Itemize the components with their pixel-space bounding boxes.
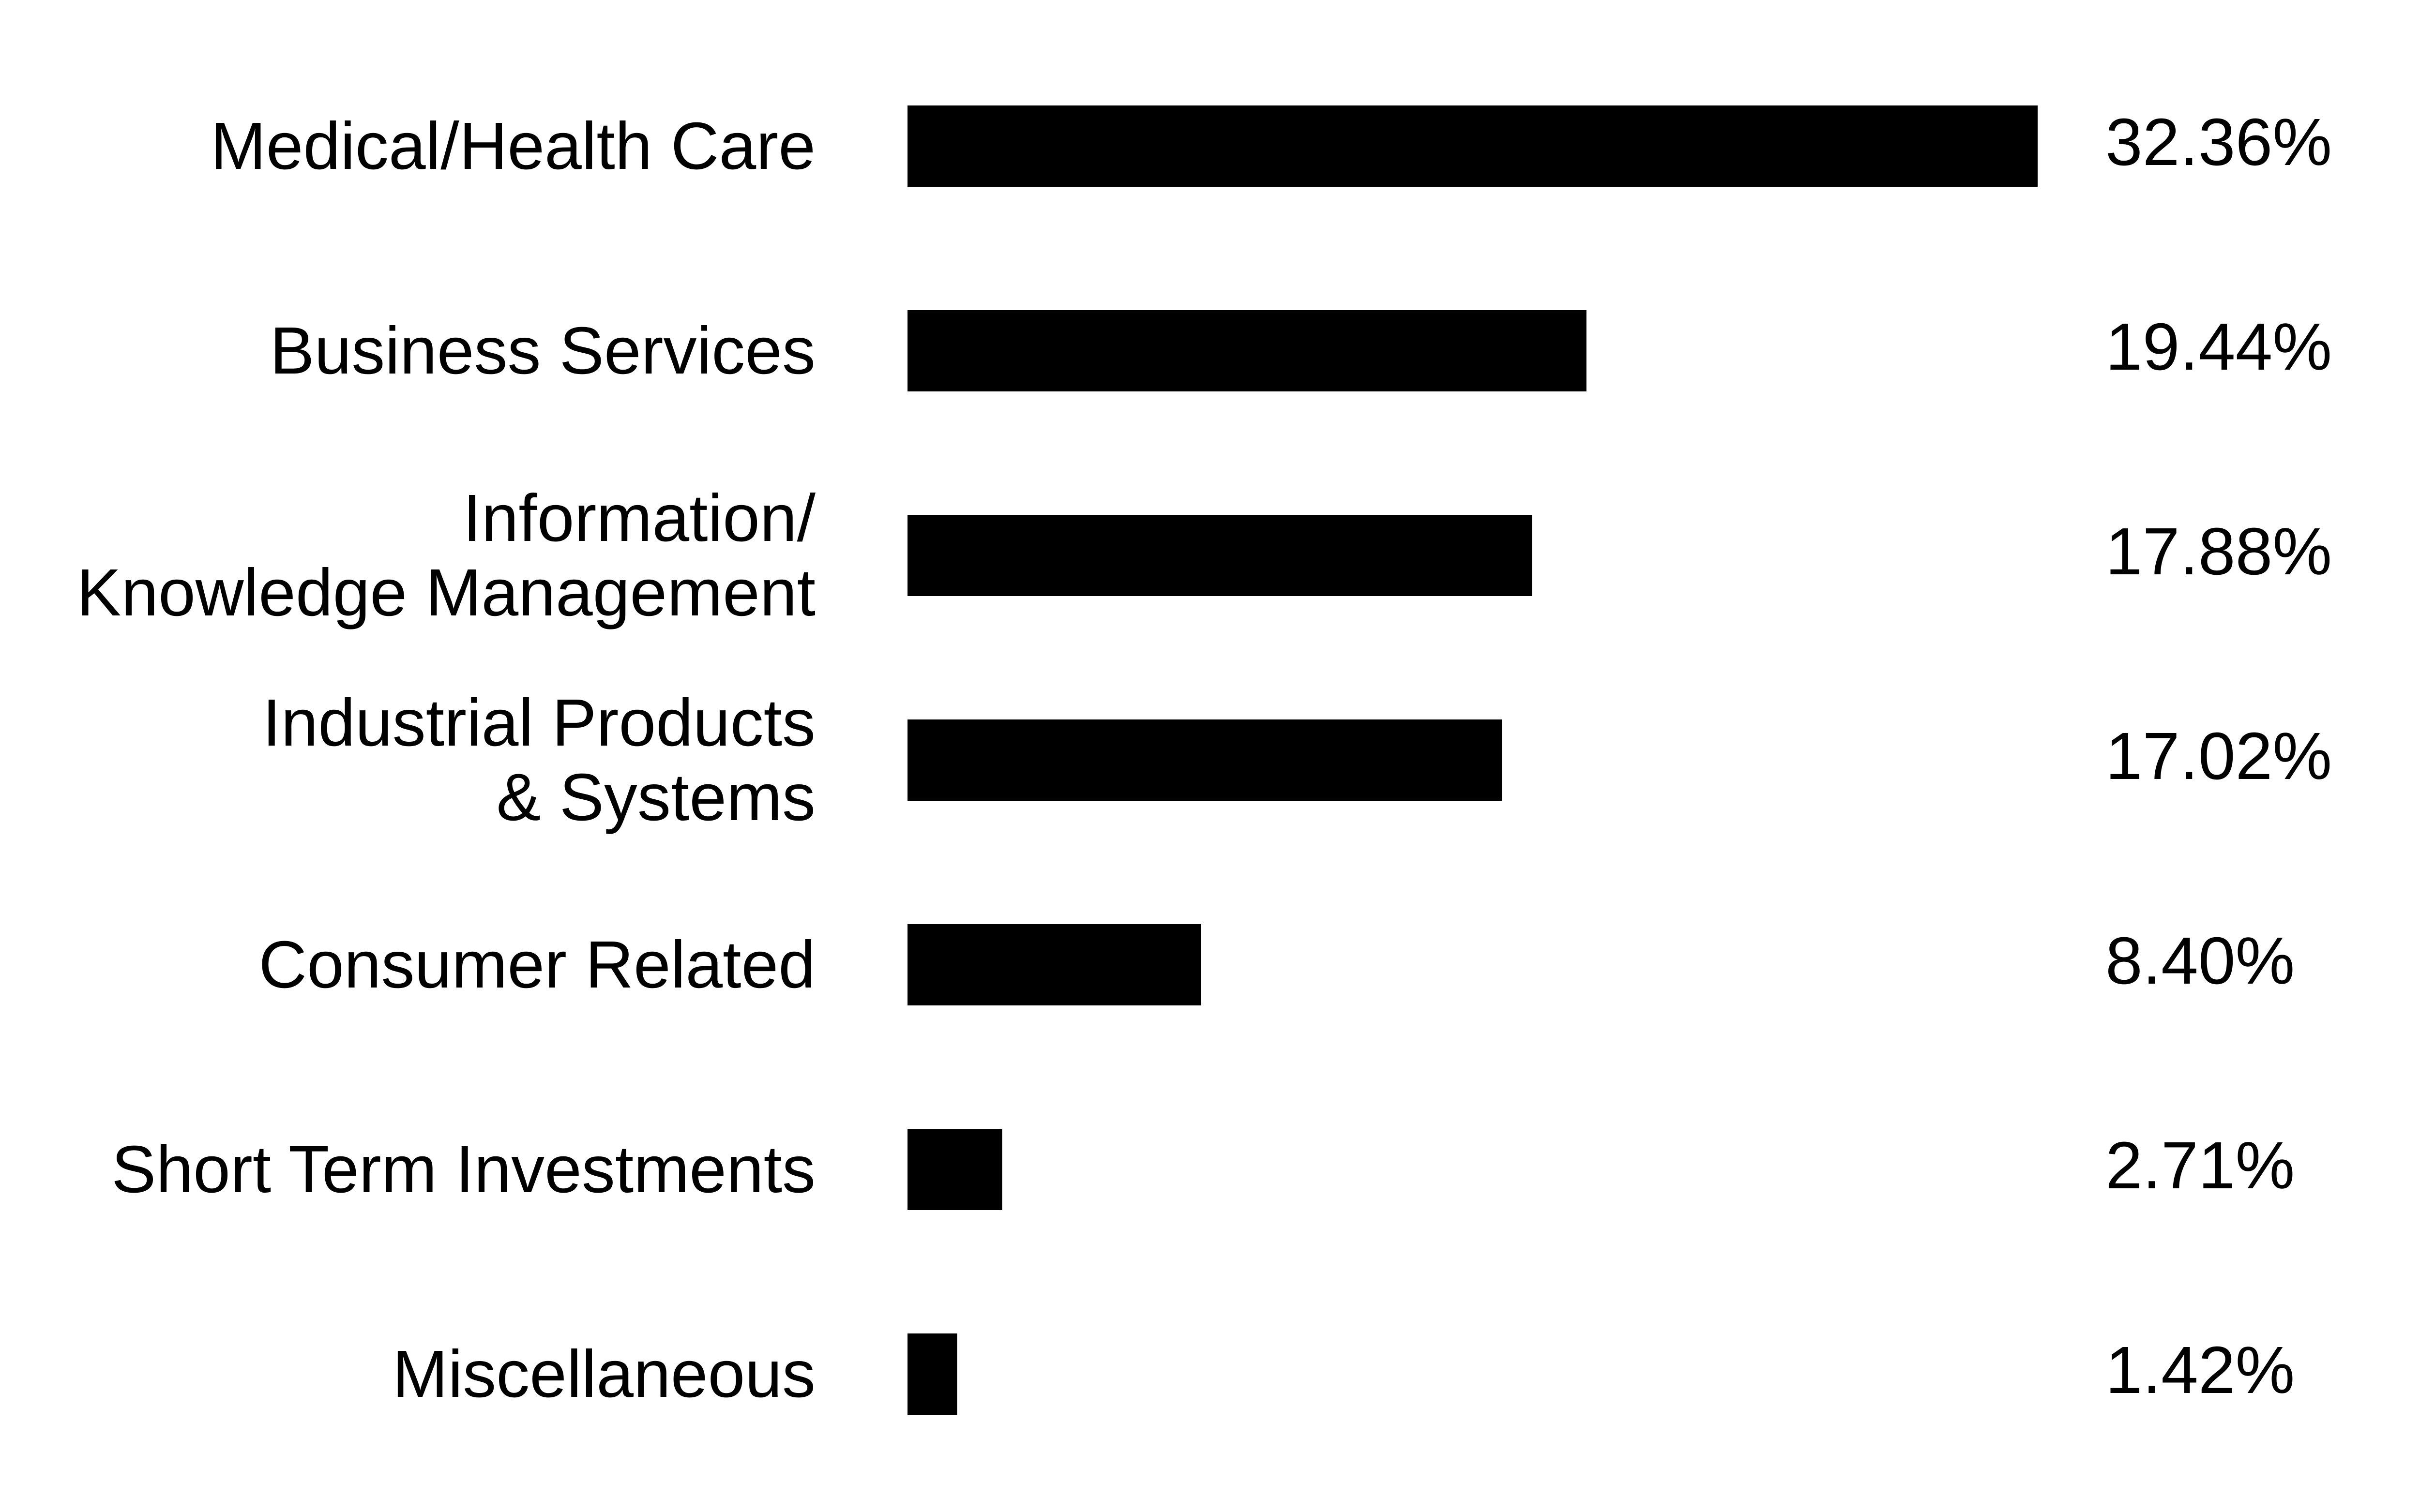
category-label-3: Industrial Products & Systems bbox=[262, 686, 816, 835]
category-label-line: Consumer Related bbox=[258, 928, 816, 1002]
value-label-0: 32.36% bbox=[2105, 105, 2332, 180]
bar-4 bbox=[908, 924, 1201, 1005]
bars bbox=[908, 105, 2038, 1415]
bar-3 bbox=[908, 719, 1502, 801]
value-labels: 32.36% 19.44% 17.88% 17.02% 8.40% 2.71% 1.42% bbox=[2105, 105, 2332, 1407]
category-label-line: Information/ bbox=[463, 481, 816, 555]
category-label-line: Knowledge Management bbox=[76, 555, 816, 630]
category-label-0: Medical/Health Care bbox=[211, 109, 816, 183]
category-label-4: Consumer Related bbox=[258, 928, 816, 1002]
category-label-5: Short Term Investments bbox=[111, 1132, 816, 1207]
category-label-line: Medical/Health Care bbox=[211, 109, 816, 183]
bar-2 bbox=[908, 515, 1532, 596]
category-label-6: Miscellaneous bbox=[393, 1337, 816, 1411]
category-labels: Medical/Health Care Business Services Info… bbox=[76, 109, 816, 1411]
value-label-4: 8.40% bbox=[2105, 924, 2295, 998]
category-label-line: Industrial Products bbox=[262, 686, 816, 760]
category-label-line: Short Term Investments bbox=[111, 1132, 816, 1207]
category-label-line: Business Services bbox=[270, 314, 816, 388]
category-label-2: Information/Knowledge Management bbox=[76, 481, 816, 630]
bar-1 bbox=[908, 310, 1587, 391]
category-label-1: Business Services bbox=[270, 314, 816, 388]
bar-5 bbox=[908, 1129, 1002, 1210]
bar-6 bbox=[908, 1333, 957, 1415]
value-label-5: 2.71% bbox=[2105, 1128, 2295, 1203]
category-label-line: & Systems bbox=[497, 760, 816, 835]
category-label-line: Miscellaneous bbox=[393, 1337, 816, 1411]
value-label-6: 1.42% bbox=[2105, 1333, 2295, 1407]
bar-0 bbox=[908, 105, 2038, 187]
value-label-2: 17.88% bbox=[2105, 514, 2332, 589]
value-label-1: 19.44% bbox=[2105, 310, 2332, 384]
value-label-3: 17.02% bbox=[2105, 719, 2332, 793]
